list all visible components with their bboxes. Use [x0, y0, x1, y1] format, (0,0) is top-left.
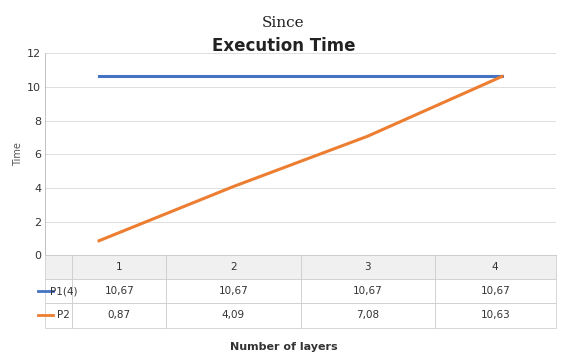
Bar [435, 303, 556, 328]
Bar [435, 279, 556, 303]
Bar [45, 279, 72, 303]
Text: 1: 1 [116, 262, 122, 272]
Text: P1(4): P1(4) [50, 286, 78, 296]
Text: 10,67: 10,67 [480, 286, 510, 296]
Text: 7,08: 7,08 [356, 310, 379, 320]
Bar [301, 255, 435, 279]
Bar [301, 279, 435, 303]
Text: 3: 3 [365, 262, 371, 272]
Bar [435, 255, 556, 279]
Y-axis label: Time: Time [13, 142, 23, 166]
Text: 10,63: 10,63 [480, 310, 510, 320]
Bar [72, 279, 166, 303]
Text: 10,67: 10,67 [353, 286, 383, 296]
Text: 10,67: 10,67 [104, 286, 134, 296]
Bar [166, 303, 301, 328]
Text: 4,09: 4,09 [222, 310, 245, 320]
Bar [166, 279, 301, 303]
Bar [166, 255, 301, 279]
Bar [72, 255, 166, 279]
Text: 0,87: 0,87 [108, 310, 131, 320]
Bar [72, 303, 166, 328]
Text: P2: P2 [57, 310, 70, 320]
Text: 4: 4 [492, 262, 498, 272]
Bar [45, 255, 72, 279]
Text: 2: 2 [230, 262, 236, 272]
Text: 10,67: 10,67 [218, 286, 248, 296]
Bar [301, 303, 435, 328]
Text: Execution Time: Execution Time [211, 37, 356, 56]
Bar [45, 303, 72, 328]
Text: Since: Since [262, 16, 305, 30]
Text: Number of layers: Number of layers [230, 342, 337, 352]
